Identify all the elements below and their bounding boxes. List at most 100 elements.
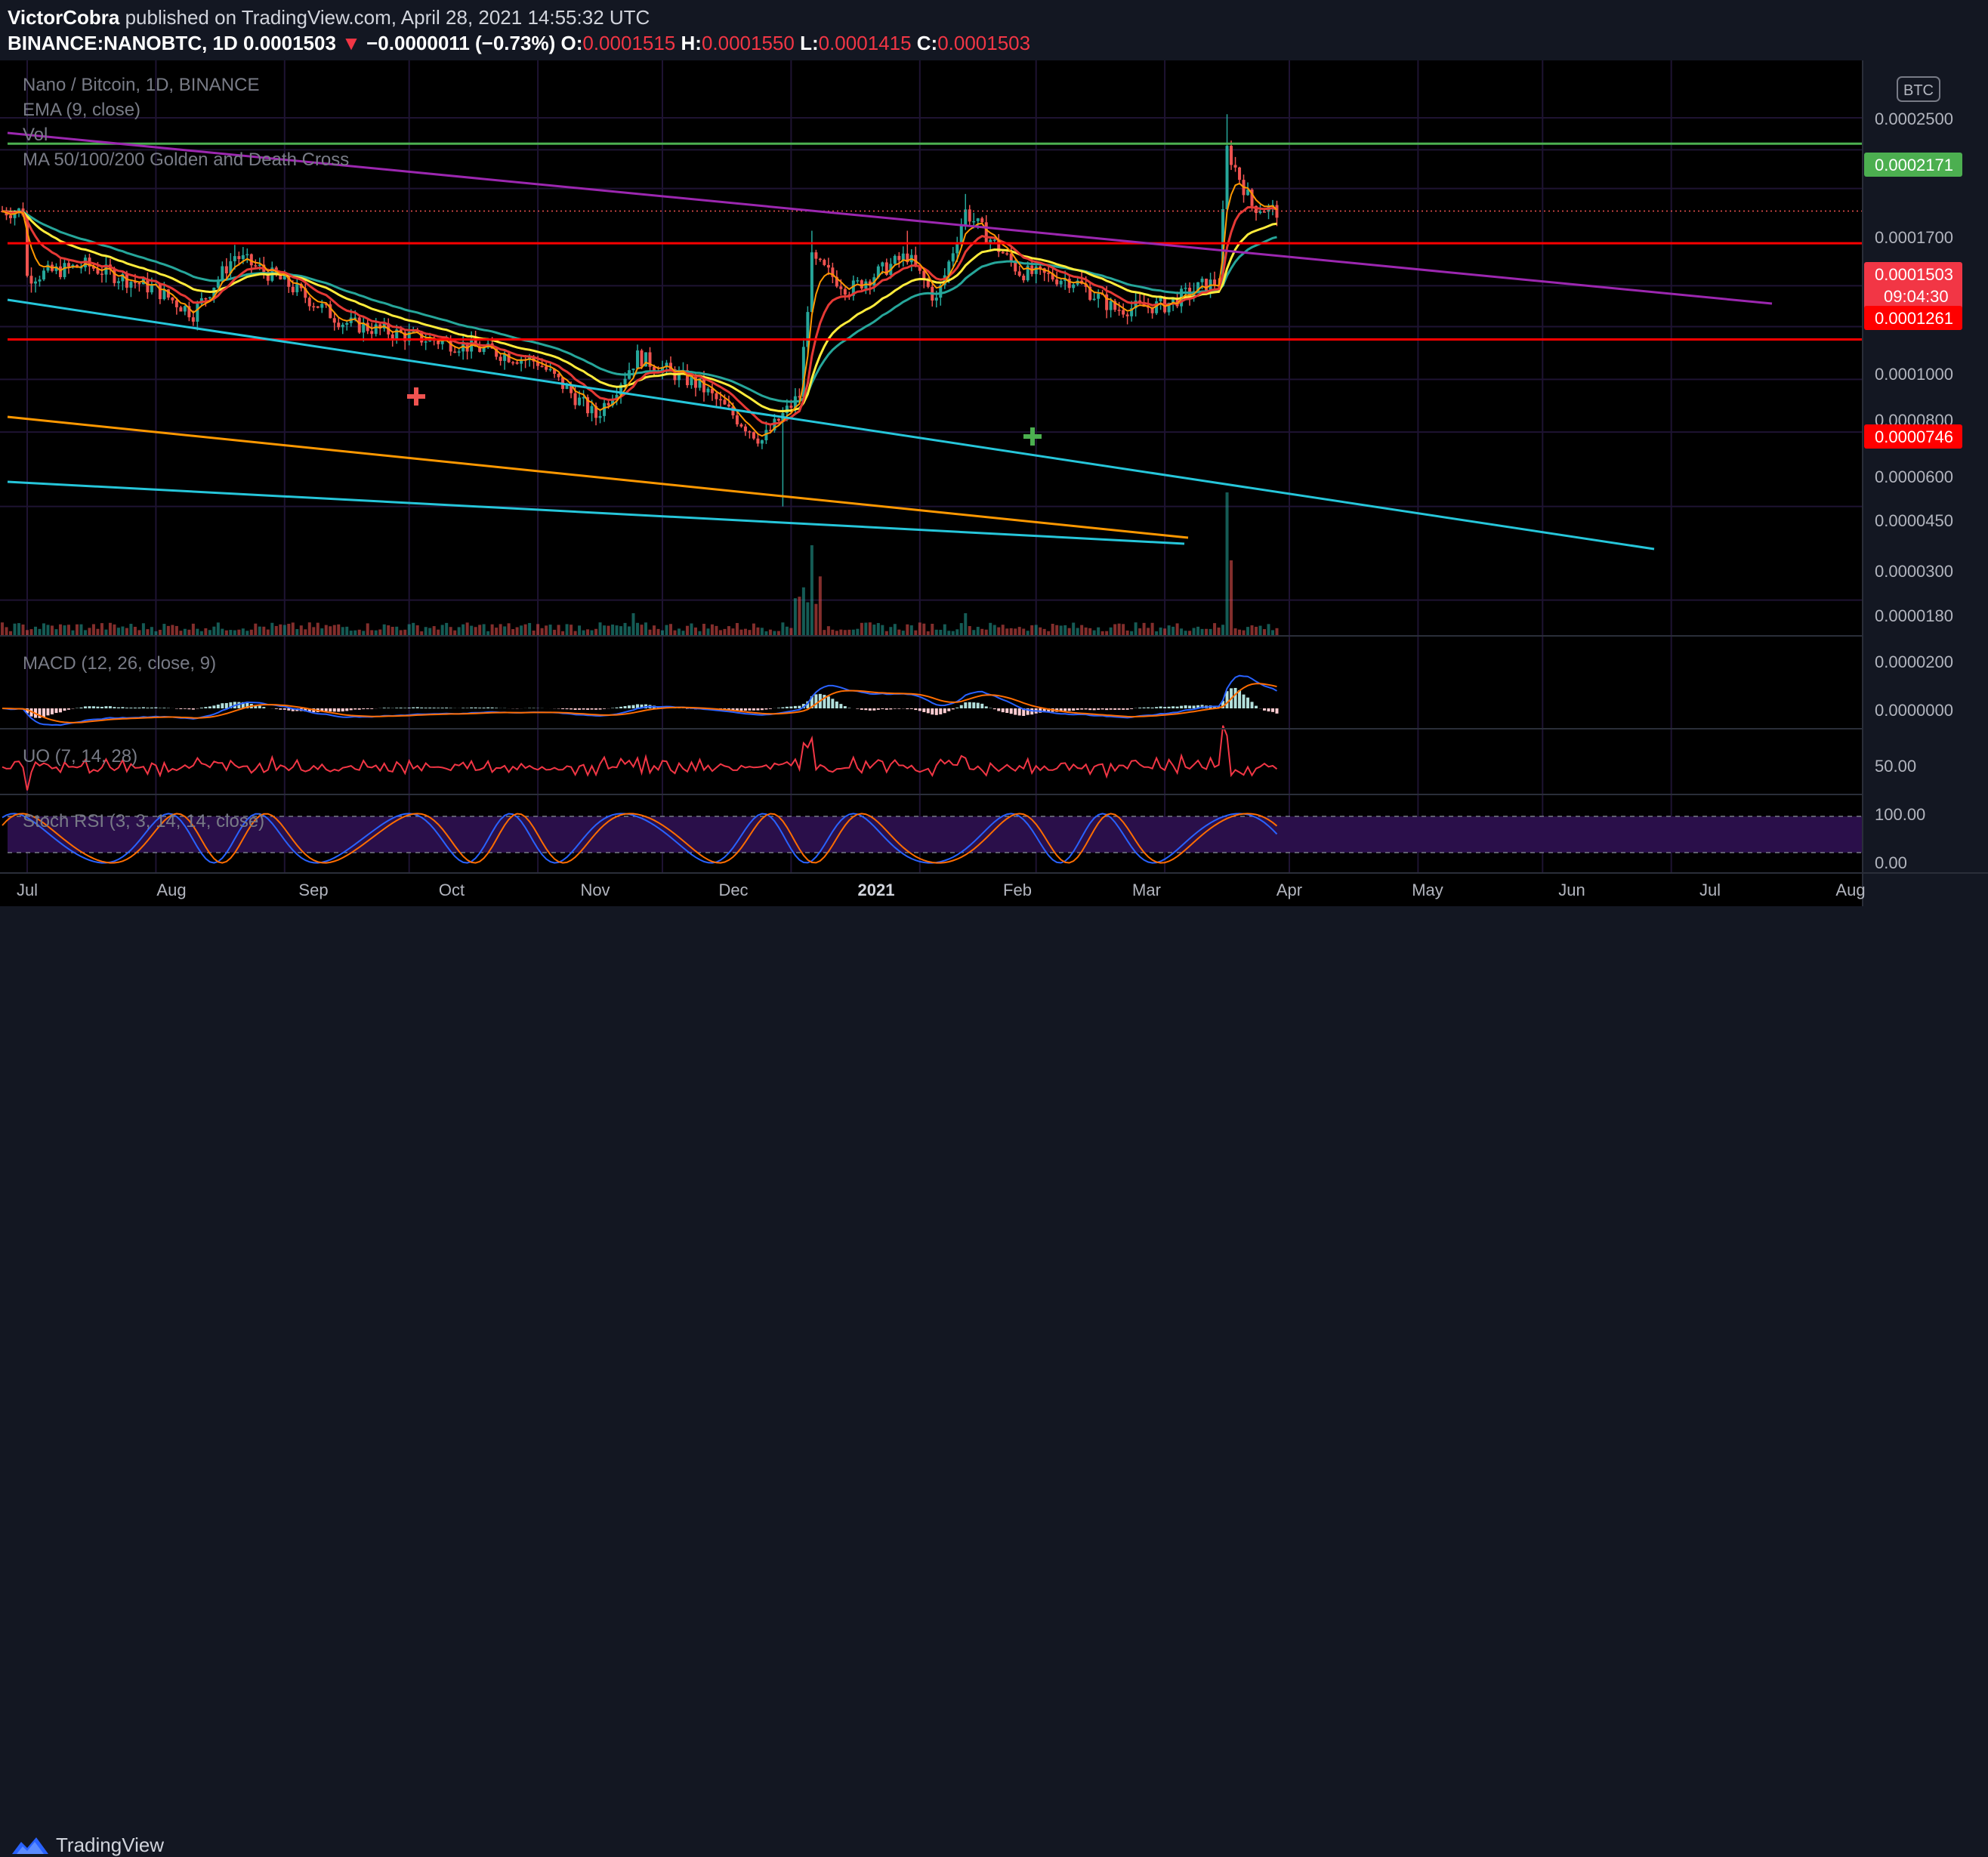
candle-body: [702, 378, 705, 393]
candle-body: [632, 369, 635, 370]
chart-canvas[interactable]: Nano / Bitcoin, 1D, BINANCE EMA (9, clos…: [0, 60, 1988, 906]
volume-bar: [591, 631, 594, 636]
candle-body: [1126, 315, 1129, 316]
candle-body: [756, 439, 759, 444]
volume-bar: [570, 625, 573, 636]
candle-body: [980, 218, 983, 222]
macd-histogram-bar: [217, 705, 220, 708]
macd-histogram-bar: [42, 708, 45, 717]
volume-bar: [71, 631, 74, 636]
volume-bar: [918, 622, 921, 636]
time-tick: Oct: [439, 881, 465, 899]
candle-body: [320, 304, 323, 307]
footer: TradingView: [0, 906, 1988, 967]
macd-histogram-bar: [769, 708, 772, 709]
time-tick: Apr: [1276, 881, 1302, 899]
macd-histogram-bar: [935, 708, 938, 715]
volume-bar: [320, 628, 323, 636]
volume-bar: [1221, 625, 1224, 636]
volume-bar: [960, 623, 963, 636]
volume-bar: [503, 626, 506, 636]
volume-bar: [769, 630, 772, 636]
macd-histogram-bar: [894, 708, 897, 709]
macd-histogram-bar: [931, 708, 934, 714]
candle-body: [312, 307, 315, 308]
volume-bar: [1088, 628, 1091, 636]
death-cross-marker: [414, 387, 418, 406]
golden-cross-marker: [1030, 427, 1035, 446]
candle-body: [208, 298, 211, 299]
candle-body: [341, 325, 344, 327]
macd-tick: 0.0000200: [1875, 652, 1953, 671]
macd-histogram-bar: [88, 706, 91, 708]
down-arrow-icon: ▼: [341, 32, 361, 54]
candle-body: [819, 259, 822, 261]
volume-bar: [1234, 628, 1237, 636]
macd-histogram-bar: [603, 708, 606, 709]
stoch-label[interactable]: Stoch RSI (3, 3, 14, 14, close): [23, 811, 264, 831]
candle-body: [1097, 294, 1100, 299]
volume-bar: [88, 628, 91, 636]
volume-bar: [881, 625, 884, 636]
volume-bar: [752, 624, 755, 636]
candle-body: [827, 265, 830, 267]
volume-bar: [129, 624, 132, 636]
volume-bar: [125, 628, 128, 636]
volume-bar: [395, 627, 398, 636]
macd-histogram-bar: [1080, 708, 1083, 710]
volume-bar: [84, 630, 87, 636]
macd-histogram-bar: [333, 708, 336, 711]
candle-body: [935, 298, 938, 301]
volume-bar: [495, 628, 498, 636]
volume-bar: [1263, 629, 1266, 636]
volume-bar: [1196, 627, 1199, 636]
volume-bar: [391, 627, 394, 636]
candle-body: [744, 427, 747, 432]
volume-bar: [187, 630, 190, 636]
candle-body: [844, 289, 847, 295]
legend-ma[interactable]: MA 50/100/200 Golden and Death Cross: [23, 150, 349, 170]
candle-body: [179, 307, 182, 312]
volume-bar: [657, 629, 660, 636]
legend-vol[interactable]: Vol: [23, 125, 48, 145]
macd-histogram-bar: [67, 708, 70, 710]
uo-label[interactable]: UO (7, 14, 28): [23, 746, 137, 767]
legend-ema[interactable]: EMA (9, close): [23, 100, 140, 120]
volume-bar: [121, 627, 124, 636]
macd-histogram-bar: [100, 707, 103, 708]
macd-histogram-bar: [889, 708, 892, 709]
volume-bar: [955, 629, 958, 636]
macd-histogram-bar: [839, 704, 842, 708]
macd-histogram-bar: [1014, 708, 1017, 715]
close-value: 0.0001503: [937, 32, 1030, 54]
volume-bar: [902, 631, 905, 636]
candle-body: [977, 218, 980, 221]
candle-body: [242, 255, 245, 259]
volume-bar: [26, 630, 29, 636]
candle-body: [566, 386, 569, 389]
candle-body: [38, 279, 41, 282]
author-name[interactable]: VictorCobra: [8, 6, 119, 29]
volume-bar: [1159, 628, 1162, 636]
volume-bar: [1134, 622, 1138, 636]
volume-bar: [748, 630, 751, 636]
candle-body: [358, 317, 361, 332]
candle-body: [150, 285, 153, 292]
volume-bar: [532, 631, 536, 636]
volume-bar: [1230, 560, 1233, 636]
macd-histogram-bar: [844, 706, 847, 708]
macd-histogram-bar: [897, 708, 900, 709]
volume-bar: [196, 629, 199, 636]
volume-bar: [295, 629, 298, 636]
candle-body: [233, 256, 236, 261]
volume-bar: [897, 630, 900, 636]
candle-body: [952, 253, 955, 261]
candle-body: [789, 406, 792, 408]
macd-label[interactable]: MACD (12, 26, close, 9): [23, 653, 216, 674]
volume-bar: [283, 625, 286, 636]
candle-body: [1230, 146, 1233, 165]
volume-bar: [137, 630, 140, 636]
volume-bar: [1193, 628, 1196, 636]
candle-body: [690, 377, 693, 385]
tradingview-logo[interactable]: TradingView: [11, 1834, 164, 1857]
